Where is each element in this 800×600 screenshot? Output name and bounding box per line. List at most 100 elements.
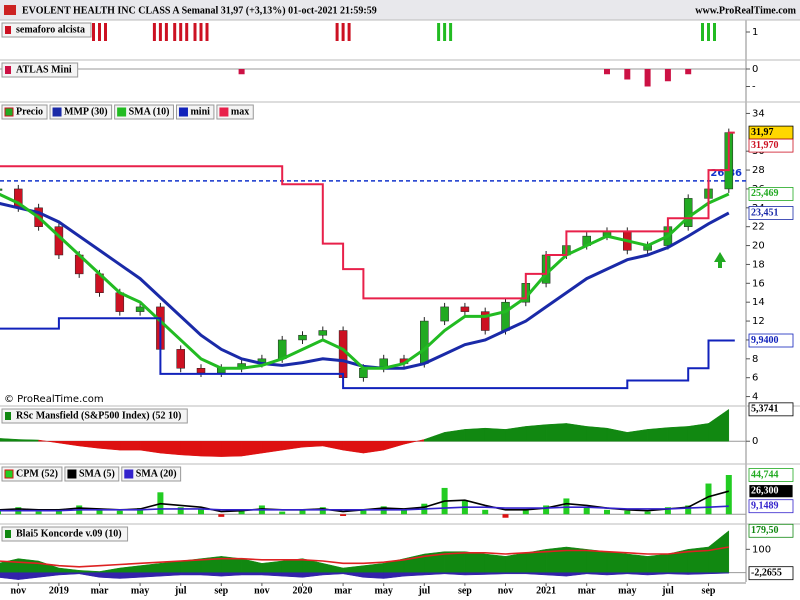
area-segment [139, 440, 161, 454]
x-tick-label: 2021 [536, 585, 556, 596]
area-segment [667, 572, 689, 575]
area-segment [200, 440, 222, 457]
area-segment [261, 440, 283, 454]
legend-box [64, 466, 120, 482]
bar [664, 507, 671, 515]
area-segment [261, 572, 283, 577]
bar [137, 508, 144, 515]
legend-swatch [52, 107, 62, 117]
bar [116, 510, 123, 515]
area-segment [505, 426, 527, 442]
area-segment [647, 427, 669, 442]
signal-bar [98, 23, 101, 41]
bar [401, 509, 407, 515]
area-segment [363, 572, 384, 579]
panel-label-box [1, 62, 79, 78]
area-segment [363, 563, 384, 573]
legend-swatch [4, 469, 14, 479]
site: www.ProRealTime.com [695, 5, 796, 16]
area-segment [322, 563, 344, 573]
area-segment [687, 423, 709, 442]
area-segment [119, 572, 141, 579]
bar [644, 69, 651, 87]
area-segment [342, 572, 364, 578]
panel-label: ATLAS Mini [16, 64, 72, 75]
area-segment [484, 427, 506, 442]
area-segment [566, 423, 587, 442]
bar [685, 69, 692, 75]
bar [705, 483, 712, 515]
candle-body [480, 311, 490, 331]
area-segment [403, 572, 425, 577]
area-segment [302, 440, 324, 448]
x-tick-label: jul [417, 585, 430, 596]
legend-label: SMA (20) [136, 468, 177, 479]
area-segment [586, 572, 608, 576]
panel-label-box [1, 526, 129, 542]
candle-body [338, 330, 348, 378]
y-tick-label: - [752, 82, 756, 93]
bar [218, 514, 225, 517]
watermark: © ProRealTime.com [4, 394, 104, 405]
series-line [0, 546, 729, 568]
bar [319, 507, 326, 515]
signal-bar [199, 23, 203, 41]
bar [624, 510, 631, 515]
area-segment [0, 572, 19, 580]
price-tag [748, 333, 794, 348]
candle-body [196, 368, 206, 374]
candle-body [440, 306, 449, 322]
legend-swatch [117, 107, 127, 117]
area-segment [687, 572, 709, 575]
area-segment [383, 572, 405, 579]
area-segment [647, 553, 669, 573]
area-segment [58, 440, 80, 447]
area-segment [38, 572, 60, 578]
header-bar [0, 0, 800, 20]
legend-box [1, 466, 63, 482]
legend-swatch [178, 107, 188, 117]
x-tick-label: nov [254, 585, 270, 596]
area-segment [586, 426, 608, 442]
y-tick-label: 6 [752, 373, 758, 384]
bar [238, 510, 245, 515]
area-segment [606, 572, 628, 576]
price-tag-label: -2,2655 [751, 567, 782, 578]
panel-label-box [1, 408, 188, 424]
y-tick-label: 20 [752, 241, 765, 252]
price-tag [748, 499, 794, 514]
area-segment [241, 558, 263, 573]
area-segment [444, 429, 466, 442]
area-segment [342, 565, 364, 573]
area-segment [78, 440, 100, 449]
bar [644, 511, 651, 515]
bar [35, 511, 42, 515]
x-tick-label: jul [174, 585, 187, 596]
candle-body [135, 306, 145, 312]
panel-label-icon [5, 530, 11, 538]
legend-label: max [231, 106, 249, 117]
price-tag-label: 9,1489 [751, 501, 779, 512]
signal-bar [449, 23, 453, 41]
area-segment [119, 565, 141, 573]
area-segment [424, 431, 445, 442]
area-segment [525, 424, 547, 442]
area-segment [566, 572, 587, 577]
x-tick-label: may [618, 585, 636, 596]
y-tick-label: 12 [752, 316, 765, 327]
x-tick-label: mar [578, 585, 596, 596]
area-segment [444, 572, 466, 576]
y-tick-label: 1 [752, 27, 758, 38]
bar [583, 507, 590, 515]
signal-bar [158, 23, 162, 41]
signal-bar [347, 23, 351, 41]
bar [624, 69, 631, 80]
legend-label: SMA (10) [129, 106, 170, 117]
area-segment [200, 572, 222, 577]
y-tick-label: 34 [752, 108, 765, 119]
signal-bar [104, 23, 107, 41]
area-segment [180, 440, 202, 457]
x-tick-label: mar [334, 585, 352, 596]
y-tick-label: 28 [752, 165, 765, 176]
area-segment [322, 440, 344, 451]
